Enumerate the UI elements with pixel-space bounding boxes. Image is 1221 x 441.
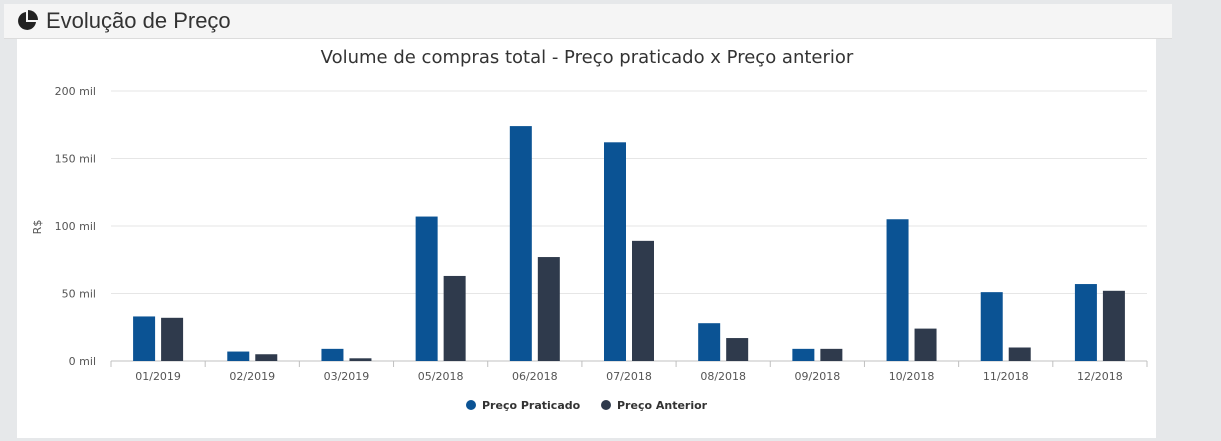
x-tick-label: 06/2018: [512, 370, 558, 383]
bar-preco-anterior[interactable]: [161, 317, 184, 361]
grid-lines: [111, 90, 1147, 362]
x-tick-label: 11/2018: [983, 370, 1029, 383]
y-tick-label: 0 mil: [69, 355, 96, 368]
bar-preco-anterior[interactable]: [914, 328, 937, 361]
bar-preco-praticado[interactable]: [604, 142, 626, 361]
bar-preco-praticado[interactable]: [509, 126, 532, 361]
bars: [133, 126, 1125, 361]
x-tick-label: 07/2018: [606, 370, 652, 383]
x-axis-ticks: 01/2019 02/2019 03/2019 05/2018 06/2018 07/20…: [110, 361, 1148, 383]
x-tick-label: 01/2019: [135, 370, 181, 383]
bar-preco-praticado[interactable]: [321, 348, 344, 361]
bar-preco-praticado[interactable]: [698, 323, 721, 361]
bar-preco-praticado[interactable]: [415, 216, 438, 361]
bar-preco-anterior[interactable]: [349, 358, 372, 361]
bar-preco-praticado[interactable]: [133, 316, 156, 361]
legend-marker[interactable]: [601, 400, 611, 410]
bar-preco-praticado[interactable]: [1074, 284, 1097, 361]
pie-chart-icon: [16, 10, 38, 32]
y-tick-label: 150 mil: [55, 153, 96, 166]
bar-preco-praticado[interactable]: [886, 219, 909, 361]
y-tick-label: 50 mil: [62, 288, 96, 301]
legend-marker[interactable]: [466, 400, 476, 410]
legend-item-label[interactable]: Preço Praticado: [482, 399, 581, 412]
bar-preco-anterior[interactable]: [1102, 290, 1125, 361]
chart-panel: Volume de compras total - Preço praticad…: [17, 39, 1156, 438]
bar-preco-anterior[interactable]: [1008, 347, 1031, 362]
x-tick-label: 12/2018: [1077, 370, 1123, 383]
bar-preco-anterior[interactable]: [820, 348, 843, 361]
chart-title: Volume de compras total - Preço praticad…: [321, 47, 854, 68]
bar-preco-anterior[interactable]: [537, 257, 560, 361]
bar-preco-praticado[interactable]: [980, 292, 1003, 361]
x-tick-label: 02/2019: [229, 370, 275, 383]
bar-preco-anterior[interactable]: [255, 354, 278, 361]
bar-chart: Volume de compras total - Preço praticad…: [31, 47, 1148, 412]
y-axis-label: R$: [31, 220, 44, 235]
bar-preco-anterior[interactable]: [443, 275, 466, 361]
bar-preco-anterior[interactable]: [726, 338, 749, 361]
x-tick-label: 05/2018: [418, 370, 464, 383]
legend: Preço Praticado Preço Anterior: [466, 399, 708, 412]
page-title: Evolução de Preço: [46, 8, 231, 33]
y-axis-ticks: 0 mil 50 mil 100 mil 150 mil 200 mil: [55, 85, 96, 368]
x-tick-label: 08/2018: [700, 370, 746, 383]
y-tick-label: 100 mil: [55, 220, 96, 233]
panel-header: Evolução de Preço: [4, 4, 1172, 39]
bar-preco-anterior[interactable]: [632, 240, 654, 361]
legend-item-label[interactable]: Preço Anterior: [617, 399, 708, 412]
x-tick-label: 09/2018: [795, 370, 841, 383]
y-tick-label: 200 mil: [55, 85, 96, 98]
bar-preco-praticado[interactable]: [227, 351, 250, 361]
bar-preco-praticado[interactable]: [792, 348, 815, 361]
x-tick-label: 03/2019: [324, 370, 370, 383]
x-tick-label: 10/2018: [889, 370, 935, 383]
